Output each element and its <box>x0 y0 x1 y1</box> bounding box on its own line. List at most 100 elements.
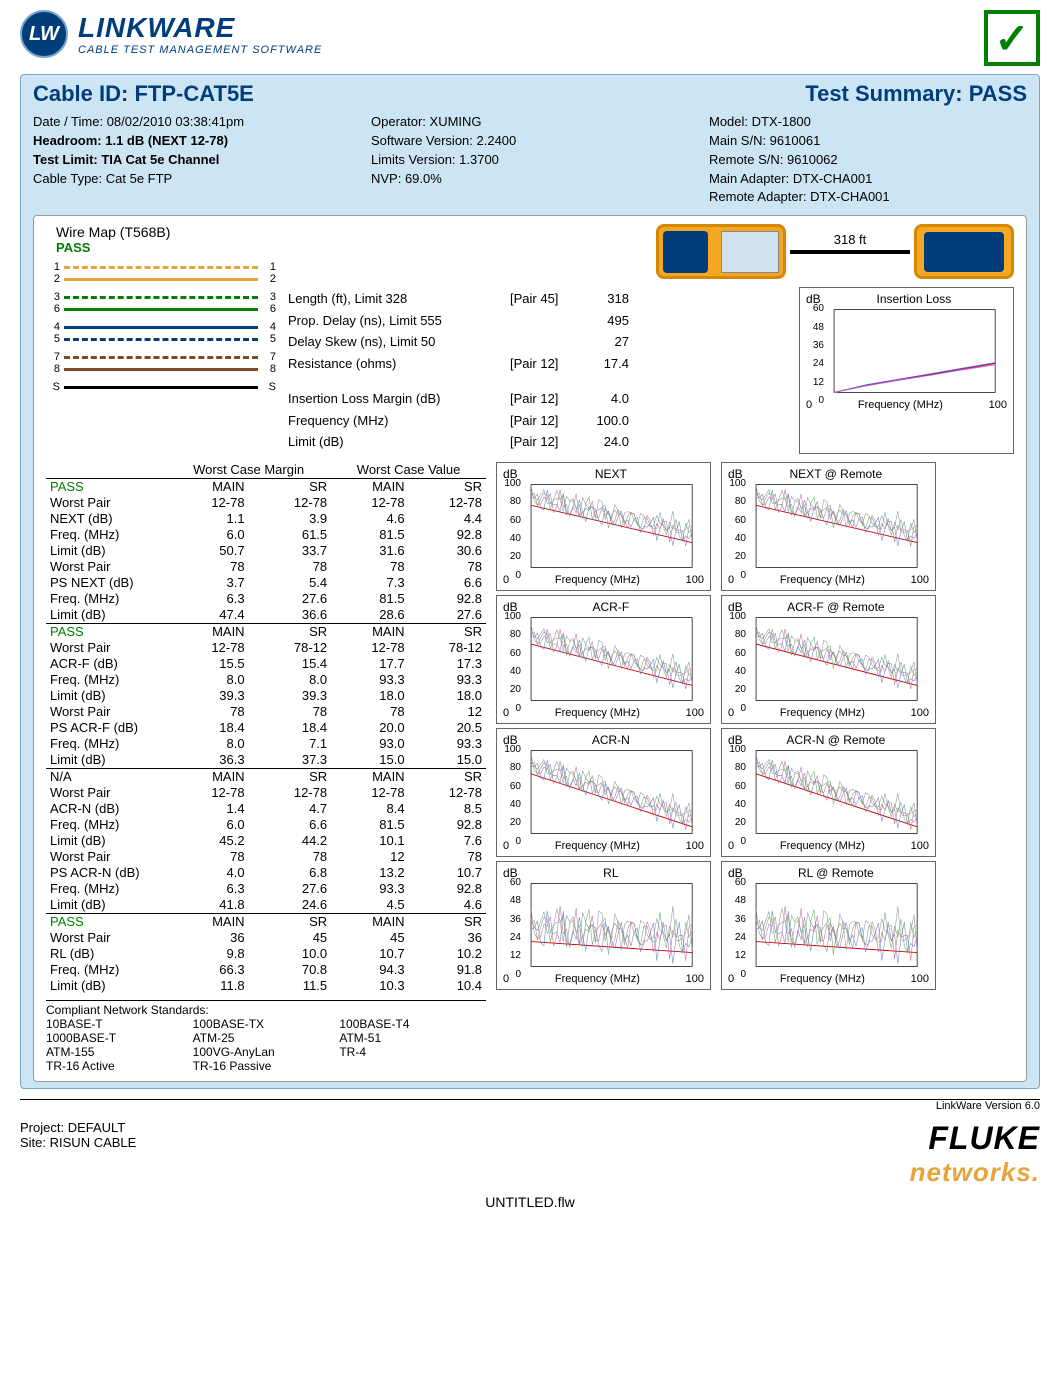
table-row: Freq. (MHz)6.327.681.592.8 <box>46 591 486 607</box>
wire-line: 55 <box>46 333 276 345</box>
table-row: Freq. (MHz)8.08.093.393.3 <box>46 672 486 688</box>
measurement-row: Length (ft), Limit 328[Pair 45]318 <box>288 289 637 309</box>
standards-title: Compliant Network Standards: <box>46 1003 486 1017</box>
chart-pair: dBRL 60483624120 0Frequency (MHz)100dBRL… <box>496 861 1014 990</box>
standards-row: TR-16 ActiveTR-16 Passive <box>46 1059 486 1073</box>
measurement-row: Resistance (ohms)[Pair 12]17.4 <box>288 354 637 374</box>
info-row: Operator: XUMING <box>371 113 689 132</box>
summary-panel: Cable ID: FTP-CAT5E Test Summary: PASS D… <box>20 74 1040 1089</box>
linkware-logo-icon: LW <box>20 10 68 58</box>
chart-pair: dBACR-F 100806040200 0Frequency (MHz)100… <box>496 595 1014 724</box>
chart-insertion-loss: dBInsertion Loss 60483624120 0Frequency … <box>799 287 1014 454</box>
wire-line: 77 <box>46 351 276 363</box>
info-row: Model: DTX-1800 <box>709 113 1027 132</box>
table-row: Freq. (MHz)6.061.581.592.8 <box>46 527 486 543</box>
linkware-version: LinkWare Version 6.0 <box>20 1099 1040 1112</box>
wire-line: 44 <box>46 321 276 333</box>
report-page: LW LINKWARE CABLE TEST MANAGEMENT SOFTWA… <box>0 0 1060 1220</box>
chart-acr-f: dBACR-F 100806040200 0Frequency (MHz)100 <box>496 595 711 724</box>
table-row: ACR-N (dB)1.44.78.48.5 <box>46 801 486 817</box>
logo-title: LINKWARE <box>78 12 322 44</box>
table-row: Limit (dB)47.436.628.627.6 <box>46 607 486 624</box>
chart-acr-n-remote: dBACR-N @ Remote 100806040200 0Frequency… <box>721 728 936 857</box>
wiremap-title: Wire Map (T568B) <box>56 224 276 240</box>
test-summary-title: Test Summary: PASS <box>805 81 1027 107</box>
chart-rl-remote: dBRL @ Remote 60483624120 0Frequency (MH… <box>721 861 936 990</box>
table-row: Worst Pair12-7878-1212-7878-12 <box>46 640 486 656</box>
info-row: Test Limit: TIA Cat 5e Channel <box>33 151 351 170</box>
table-row: Freq. (MHz)6.327.693.392.8 <box>46 881 486 897</box>
tables-column: Worst Case MarginWorst Case ValuePASSMAI… <box>46 462 486 1073</box>
logo-subtitle: CABLE TEST MANAGEMENT SOFTWARE <box>78 44 322 56</box>
detail-panel: Wire Map (T568B) PASS 1122336644557788SS… <box>33 215 1027 1082</box>
info-row: NVP: 69.0% <box>371 170 689 189</box>
wire-line: 22 <box>46 273 276 285</box>
table-row: Limit (dB)39.339.318.018.0 <box>46 688 486 704</box>
info-row: Date / Time: 08/02/2010 03:38:41pm <box>33 113 351 132</box>
table-row: PS ACR-F (dB)18.418.420.020.5 <box>46 720 486 736</box>
table-row: Worst Pair12-7812-7812-7812-78 <box>46 785 486 801</box>
wire-line: 11 <box>46 261 276 273</box>
standards-row: ATM-155100VG-AnyLanTR-4 <box>46 1045 486 1059</box>
table-row: Limit (dB)50.733.731.630.6 <box>46 543 486 559</box>
device-diagram: 318 ft <box>286 224 1014 279</box>
main-unit-icon <box>656 224 786 279</box>
wire-line: SS <box>46 381 276 393</box>
measurement-row: Prop. Delay (ns), Limit 555495 <box>288 311 637 331</box>
wire-line: 88 <box>46 363 276 375</box>
table-row: RL (dB)9.810.010.710.2 <box>46 946 486 962</box>
measurement-row: Delay Skew (ns), Limit 5027 <box>288 332 637 352</box>
table-row: Limit (dB)45.244.210.17.6 <box>46 833 486 849</box>
info-row: Main Adapter: DTX-CHA001 <box>709 170 1027 189</box>
standards-row: 10BASE-T100BASE-TX100BASE-T4 <box>46 1017 486 1031</box>
table-row: NEXT (dB)1.13.94.64.4 <box>46 511 486 527</box>
report-header: LW LINKWARE CABLE TEST MANAGEMENT SOFTWA… <box>20 10 1040 66</box>
cable-line-icon: 318 ft <box>790 250 910 254</box>
info-row: Limits Version: 1.3700 <box>371 151 689 170</box>
table-row: Freq. (MHz)6.06.681.592.8 <box>46 817 486 833</box>
chart-rl: dBRL 60483624120 0Frequency (MHz)100 <box>496 861 711 990</box>
wiremap-section: Wire Map (T568B) PASS 1122336644557788SS <box>46 224 276 454</box>
table-row: ACR-F (dB)15.515.417.717.3 <box>46 656 486 672</box>
wire-line: 33 <box>46 291 276 303</box>
table-row: Worst Pair36454536 <box>46 930 486 946</box>
footer: Project: DEFAULT Site: RISUN CABLE FLUKE… <box>20 1120 1040 1188</box>
table-row: Worst Pair78787812 <box>46 704 486 720</box>
cable-length-label: 318 ft <box>834 232 867 247</box>
info-row: Remote S/N: 9610062 <box>709 151 1027 170</box>
table-row: PS ACR-N (dB)4.06.813.210.7 <box>46 865 486 881</box>
footer-project: Project: DEFAULT Site: RISUN CABLE <box>20 1120 136 1150</box>
logo-area: LW LINKWARE CABLE TEST MANAGEMENT SOFTWA… <box>20 10 322 58</box>
chart-pair: dBACR-N 100806040200 0Frequency (MHz)100… <box>496 728 1014 857</box>
cable-id-title: Cable ID: FTP-CAT5E <box>33 81 254 107</box>
filename-label: UNTITLED.flw <box>20 1194 1040 1210</box>
charts-column: dBNEXT 100806040200 0Frequency (MHz)100d… <box>496 462 1014 1073</box>
table-row: Limit (dB)36.337.315.015.0 <box>46 752 486 769</box>
chart-acr-f-remote: dBACR-F @ Remote 100806040200 0Frequency… <box>721 595 936 724</box>
chart-next-remote: dBNEXT @ Remote 100806040200 0Frequency … <box>721 462 936 591</box>
standards-section: Compliant Network Standards: 10BASE-T100… <box>46 1000 486 1073</box>
measurements-table: Length (ft), Limit 328[Pair 45]318Prop. … <box>286 287 789 454</box>
table-row: Freq. (MHz)66.370.894.391.8 <box>46 962 486 978</box>
wiremap-status: PASS <box>56 240 276 255</box>
table-row: Limit (dB)41.824.64.54.6 <box>46 897 486 914</box>
info-row: Main S/N: 9610061 <box>709 132 1027 151</box>
remote-unit-icon <box>914 224 1014 279</box>
table-row: PS NEXT (dB)3.75.47.36.6 <box>46 575 486 591</box>
standards-row: 1000BASE-TATM-25ATM-51 <box>46 1031 486 1045</box>
info-row: Cable Type: Cat 5e FTP <box>33 170 351 189</box>
info-grid: Date / Time: 08/02/2010 03:38:41pmHeadro… <box>33 113 1027 207</box>
table-row: Worst Pair12-7812-7812-7812-78 <box>46 495 486 511</box>
chart-next: dBNEXT 100806040200 0Frequency (MHz)100 <box>496 462 711 591</box>
chart-acr-n: dBACR-N 100806040200 0Frequency (MHz)100 <box>496 728 711 857</box>
fluke-logo: FLUKE networks. <box>910 1120 1040 1188</box>
measurement-row: Limit (dB)[Pair 12]24.0 <box>288 432 637 452</box>
measurement-row: Frequency (MHz)[Pair 12]100.0 <box>288 411 637 431</box>
info-row: Remote Adapter: DTX-CHA001 <box>709 188 1027 207</box>
table-row: Limit (dB)11.811.510.310.4 <box>46 978 486 994</box>
measurement-row: Insertion Loss Margin (dB)[Pair 12]4.0 <box>288 389 637 409</box>
pass-check-icon: ✓ <box>984 10 1040 66</box>
table-row: Worst Pair78781278 <box>46 849 486 865</box>
table-row: Worst Pair78787878 <box>46 559 486 575</box>
info-row: Headroom: 1.1 dB (NEXT 12-78) <box>33 132 351 151</box>
